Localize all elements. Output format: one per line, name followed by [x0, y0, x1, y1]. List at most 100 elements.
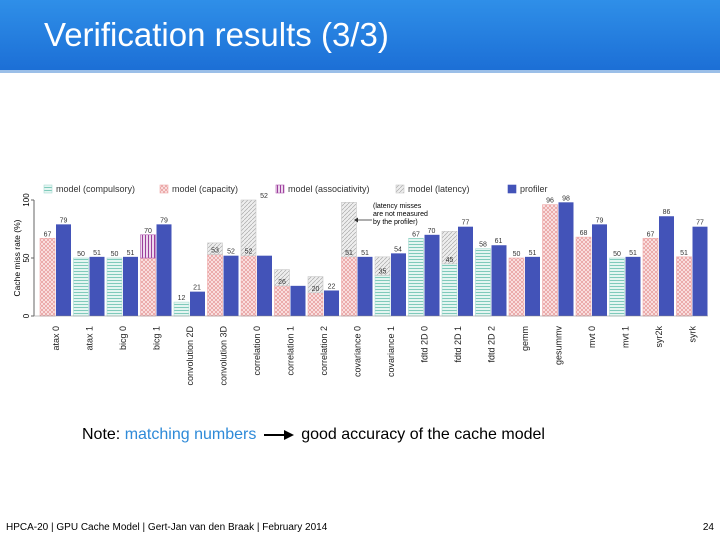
x-tick-label-2: bicg 0: [118, 326, 128, 350]
label-model-13: 58: [479, 242, 487, 249]
label-profiler-19: 77: [696, 220, 704, 227]
label-model-0: 67: [44, 231, 52, 238]
bar-model-capacity-8: [307, 292, 324, 317]
bar-profiler-15: [558, 202, 574, 316]
legend-swatch-capacity: [159, 184, 169, 194]
bar-model-capacity-3: [140, 257, 156, 317]
label-profiler-15: 98: [562, 195, 570, 202]
bar-profiler-12: [458, 226, 473, 316]
label-model-12: 45: [446, 257, 454, 264]
x-tick-label-17: mvt 1: [621, 326, 631, 348]
label-model-5: 53: [211, 248, 219, 255]
label-extra-4: 21: [193, 285, 201, 292]
label-profiler-0: 79: [60, 217, 68, 224]
bar-model-compulsory-1: [73, 257, 89, 317]
miss-rate-chart: 0 50 100 Cache miss rate (%) model (comp…: [12, 184, 708, 386]
legend-label-associativity: model (associativity): [288, 184, 370, 194]
label-model-8: 20: [312, 286, 320, 293]
bar-profiler-19: [692, 226, 708, 316]
latency-annotation: (latency misses are not measured by the …: [354, 203, 428, 226]
bar-profiler-3: [156, 224, 172, 316]
label-profiler-9: 51: [361, 250, 369, 257]
label-profiler-2: 51: [127, 250, 135, 257]
bar-model-compulsory-11: [408, 237, 424, 317]
x-tick-label-14: gemm: [520, 326, 530, 351]
y-axis: 0 50 100 Cache miss rate (%): [12, 193, 35, 318]
x-tick-label-11: fdtd 2D 0: [420, 326, 430, 363]
chart-bars: 67 79 50 51 50 51 70 79 12 53 52 52 26 20 22 51 51 35 67 45…: [34, 193, 708, 317]
label-model-14: 50: [513, 251, 521, 258]
bar-model-latency-6: [240, 199, 257, 256]
bar-model-latency-12: [441, 231, 458, 265]
bar-profiler-11: [424, 234, 440, 316]
label-model-17: 50: [613, 251, 621, 258]
label-profiler-1: 51: [93, 250, 101, 257]
y-axis-label: Cache miss rate (%): [12, 219, 22, 296]
label-extra-6: 52: [260, 193, 268, 200]
x-tick-label-5: convolution 3D: [219, 326, 229, 386]
bar-model-capacity-6: [240, 255, 257, 317]
note-prefix: Note:: [82, 426, 121, 443]
x-tick-label-18: syr2k: [654, 326, 664, 348]
x-tick-label-0: atax 0: [51, 326, 61, 351]
bar-model-capacity-9: [341, 256, 357, 317]
legend-label-compulsory: model (compulsory): [56, 184, 135, 194]
note-line: Note: matching numbers good accuracy of …: [82, 426, 545, 444]
page-number: 24: [702, 522, 714, 533]
label-extra-11: 70: [428, 228, 436, 235]
bar-profiler-7: [290, 285, 306, 316]
bar-model-compulsory-13: [475, 248, 491, 317]
x-tick-label-19: syrk: [688, 326, 698, 343]
x-tick-label-4: convolution 2D: [185, 326, 195, 386]
y-tick-label-50: 50: [22, 253, 31, 262]
bar-profiler-13: [491, 245, 507, 316]
x-tick-label-9: covariance 0: [353, 326, 363, 377]
bar-model-capacity-7: [274, 285, 290, 317]
bar-model-latency-9: [341, 202, 357, 258]
x-tick-label-13: fdtd 2D 2: [487, 326, 497, 363]
legend-swatch-compulsory: [43, 184, 53, 194]
bar-profiler-0: [56, 224, 71, 316]
bar-model-latency-10: [374, 256, 391, 276]
label-profiler-18: 86: [663, 209, 671, 216]
label-profiler-3: 79: [160, 217, 168, 224]
label-model-4: 12: [178, 295, 186, 302]
bar-profiler-16: [592, 224, 607, 316]
x-tick-label-7: correlation 1: [286, 326, 296, 376]
bar-model-capacity-14: [508, 257, 525, 317]
label-model-11: 67: [412, 231, 420, 238]
annotation-line-1: (latency misses: [373, 203, 422, 210]
label-model-1: 50: [77, 251, 85, 258]
bar-model-compulsory-12: [441, 263, 458, 317]
bar-model-compulsory-17: [609, 257, 625, 317]
bar-model-compulsory-10: [374, 275, 391, 317]
bar-profiler-1: [89, 256, 105, 316]
bar-model-capacity-5: [207, 254, 223, 317]
label-model-16: 68: [580, 230, 588, 237]
bar-profiler-17: [625, 256, 641, 316]
note-suffix: good accuracy of the cache model: [301, 426, 545, 443]
label-extra-10: 54: [394, 246, 402, 253]
slide-title: Verification results (3/3): [44, 16, 389, 53]
x-tick-label-10: covariance 1: [386, 326, 396, 377]
note-highlight: matching numbers: [124, 426, 257, 443]
bar-model-associativity-3: [140, 234, 156, 259]
x-tick-label-12: fdtd 2D 1: [453, 326, 463, 363]
bar-model-capacity-16: [575, 236, 592, 317]
footer-text: HPCA-20 | GPU Cache Model | Gert-Jan van…: [6, 522, 328, 533]
chart-legend: model (compulsory) model (capacity) model …: [43, 184, 548, 194]
label-profiler-8: 22: [328, 283, 336, 290]
x-tick-label-16: mvt 0: [587, 326, 597, 348]
label-model-7: 26: [278, 279, 286, 286]
annotation-arrowhead: [354, 217, 358, 223]
bar-model-compulsory-4: [173, 301, 190, 317]
title-bar: Verification results (3/3): [0, 0, 720, 73]
legend-swatch-latency: [395, 184, 405, 194]
y-tick-label-100: 100: [22, 193, 31, 207]
bar-model-latency-8: [307, 276, 324, 294]
label-model-10: 35: [379, 268, 387, 275]
bar-profiler-4: [190, 291, 205, 316]
label-model-15: 96: [546, 198, 554, 205]
y-tick-label-0: 0: [22, 313, 31, 318]
x-tick-label-15: gesummv: [554, 326, 564, 366]
